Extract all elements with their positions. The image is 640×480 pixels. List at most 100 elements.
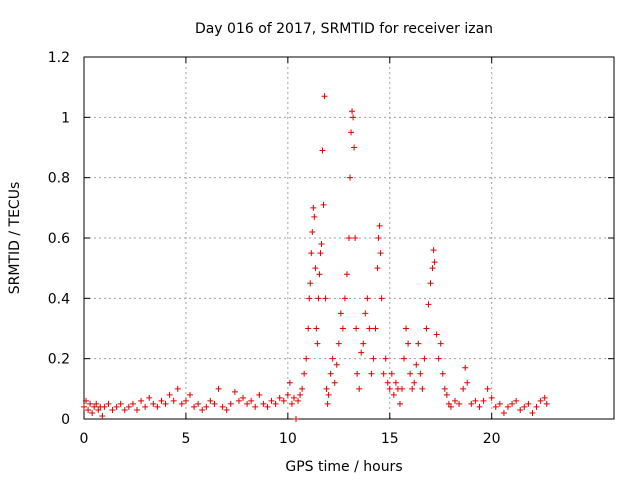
data-point	[260, 400, 267, 407]
chart-title: Day 016 of 2017, SRMTID for receiver iza…	[195, 21, 493, 37]
data-point	[423, 325, 430, 332]
data-point	[284, 391, 291, 398]
x-tick-label: 10	[279, 431, 297, 447]
data-point	[447, 403, 454, 410]
data-point	[329, 355, 336, 362]
data-point	[308, 250, 315, 257]
data-point	[405, 340, 412, 347]
data-point	[324, 400, 331, 407]
data-point	[368, 370, 375, 377]
data-point	[382, 355, 389, 362]
data-point	[134, 406, 140, 413]
data-point	[248, 397, 255, 404]
data-point	[352, 235, 359, 241]
data-point	[386, 385, 393, 392]
data-point	[310, 204, 317, 211]
data-point	[425, 301, 432, 308]
data-point	[384, 379, 391, 386]
data-point	[349, 108, 356, 115]
data-point	[346, 235, 352, 241]
data-point	[380, 370, 387, 377]
data-point	[318, 241, 325, 248]
data-point	[492, 403, 499, 410]
data-point	[305, 325, 312, 332]
data-point	[431, 259, 438, 266]
y-tick-label: 0	[61, 412, 70, 428]
data-point	[240, 394, 246, 401]
data-point	[364, 295, 371, 302]
data-point	[533, 403, 540, 410]
data-point	[223, 406, 230, 413]
data-point	[437, 340, 444, 347]
data-point	[341, 295, 348, 302]
data-point	[496, 400, 503, 407]
data-point	[99, 412, 106, 419]
data-point	[353, 325, 360, 332]
data-point	[158, 397, 165, 404]
data-point	[125, 403, 132, 410]
data-points	[81, 93, 550, 422]
data-point	[460, 385, 467, 392]
data-point	[313, 325, 320, 332]
data-point	[396, 400, 403, 407]
y-axis-label: SRMTID / TECUs	[7, 182, 23, 295]
data-point	[312, 265, 319, 272]
data-point	[276, 394, 283, 401]
data-point	[337, 310, 344, 317]
data-point	[354, 370, 361, 377]
data-point	[443, 391, 450, 398]
data-point	[323, 385, 330, 392]
data-point	[252, 403, 259, 410]
data-point	[303, 355, 310, 362]
data-point	[85, 406, 92, 413]
data-point	[219, 403, 226, 410]
data-point	[142, 403, 149, 410]
data-point	[264, 403, 271, 410]
data-point	[521, 403, 528, 410]
data-point	[370, 355, 377, 362]
data-point	[195, 400, 202, 407]
y-tick-label: 0.4	[48, 291, 70, 307]
data-point	[456, 400, 463, 407]
data-point	[372, 325, 379, 332]
data-point	[89, 409, 96, 416]
data-point	[331, 379, 338, 386]
data-point	[392, 379, 399, 386]
data-point	[182, 397, 189, 404]
data-point	[543, 400, 550, 407]
data-point	[154, 403, 161, 410]
data-point	[350, 114, 357, 121]
data-point	[351, 144, 358, 151]
data-point	[488, 394, 495, 401]
data-point	[297, 391, 304, 398]
data-point	[399, 385, 405, 392]
data-point	[290, 394, 297, 401]
x-tick-label: 20	[483, 431, 501, 447]
data-point	[101, 403, 108, 410]
data-point	[513, 397, 520, 404]
data-point	[541, 394, 548, 401]
data-point	[509, 400, 516, 407]
data-point	[407, 370, 414, 377]
data-point	[320, 201, 327, 208]
data-point	[375, 235, 382, 241]
data-point	[105, 400, 112, 407]
data-point	[311, 213, 318, 220]
data-point	[413, 361, 420, 368]
data-point	[366, 325, 373, 332]
data-point	[316, 271, 323, 278]
data-point	[525, 400, 532, 407]
data-point	[403, 325, 410, 332]
data-point	[317, 250, 324, 257]
data-point	[109, 406, 116, 413]
data-point	[307, 280, 314, 287]
data-point	[299, 385, 306, 392]
data-point	[301, 370, 308, 377]
data-point	[356, 385, 363, 392]
data-point	[376, 222, 383, 229]
data-point	[288, 400, 295, 407]
data-point	[484, 385, 491, 392]
data-point	[138, 397, 145, 404]
data-point	[207, 397, 214, 404]
